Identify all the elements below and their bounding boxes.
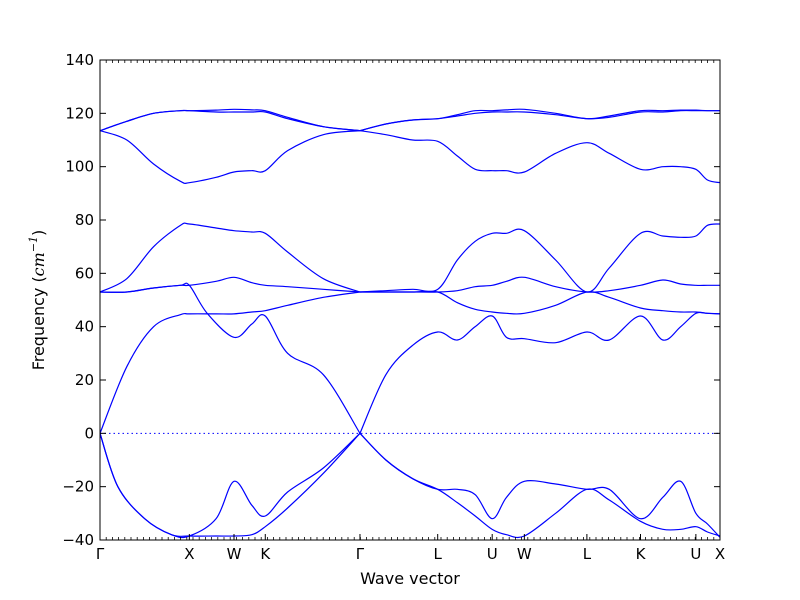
phonon-branch-5	[100, 291, 361, 434]
phonon-branch-11	[100, 222, 361, 293]
x-tick-label: Γ	[356, 545, 365, 563]
phonon-branch-13	[100, 130, 361, 185]
y-axis-label-text: Frequency (	[29, 276, 48, 370]
y-tick-label: −40	[62, 531, 94, 549]
x-tick-label: U	[690, 545, 701, 563]
x-tick-label: L	[583, 545, 592, 563]
phonon-branch-17	[100, 108, 361, 132]
phonon-branch-3	[100, 432, 361, 539]
y-axis-label-exponent: −1	[27, 236, 40, 252]
phonon-branch-14	[359, 130, 720, 184]
x-tick-label: X	[184, 545, 194, 563]
plot-frame	[99, 59, 721, 541]
y-tick-label: 140	[65, 51, 94, 69]
x-tick-label: Γ	[96, 545, 105, 563]
y-tick-label: 40	[75, 318, 94, 336]
y-axis-label-close: )	[29, 230, 48, 236]
x-tick-label: L	[434, 545, 443, 563]
phonon-branch-12	[359, 223, 720, 293]
y-tick-label: 80	[75, 211, 94, 229]
y-tick-label: 20	[75, 371, 94, 389]
x-tick-label: W	[517, 545, 532, 563]
y-axis-label-unit: cm	[29, 252, 48, 276]
y-tick-label: 0	[84, 424, 94, 442]
phonon-branch-8	[359, 311, 720, 434]
x-tick-label: K	[636, 545, 647, 563]
y-tick-label: 100	[65, 158, 94, 176]
x-tick-label: K	[260, 545, 271, 563]
y-tick-label: 120	[65, 104, 94, 122]
y-tick-label: −20	[62, 478, 94, 496]
y-axis-label: Frequency (cm−1)	[27, 230, 48, 371]
x-tick-label: U	[487, 545, 498, 563]
phonon-branch-9	[100, 276, 361, 293]
phonon-branch-18	[359, 108, 720, 132]
phonon-branch-10	[359, 276, 720, 293]
x-tick-label: W	[227, 545, 242, 563]
x-tick-label: X	[715, 545, 725, 563]
phonon-branch-4	[359, 432, 720, 539]
x-axis-label: Wave vector	[360, 569, 460, 588]
y-tick-label: 60	[75, 264, 94, 282]
